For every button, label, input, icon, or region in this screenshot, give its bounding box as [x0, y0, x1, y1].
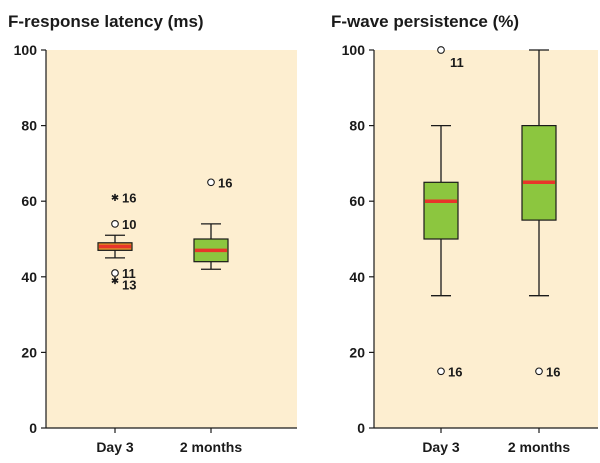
y-tick-label: 0: [29, 420, 37, 436]
outlier-star-marker: [111, 193, 119, 202]
y-tick-label: 60: [349, 193, 365, 209]
outlier-label: 11: [122, 266, 136, 281]
outlier-circle-marker: [111, 269, 119, 277]
interquartile-box: [521, 124, 557, 221]
y-tick-label: 60: [21, 193, 37, 209]
outlier-circle-marker: [207, 178, 215, 187]
y-tick-label: 20: [349, 344, 365, 360]
latency-panel: F-response latency (ms) 0 20 40 60 80 100 Day …: [8, 12, 297, 455]
box-2-months: 16: [193, 175, 232, 270]
outlier-label: 10: [122, 217, 136, 232]
outlier-label: 13: [122, 278, 136, 293]
box-2-months: 16: [521, 49, 560, 379]
outlier-circle-marker: [437, 46, 445, 54]
y-tick-label: 20: [21, 344, 37, 360]
y-tick-label: 100: [14, 42, 38, 58]
outlier-label: 16: [122, 190, 136, 205]
outlier-label: 11: [450, 55, 464, 70]
y-tick-label: 80: [21, 118, 37, 134]
box-day-3: 11 16: [423, 46, 464, 379]
outlier-label: 16: [448, 364, 462, 379]
persistence-chart-title: F-wave persistence (%): [331, 12, 519, 31]
outlier-label: 16: [546, 364, 560, 379]
outlier-label: 16: [218, 175, 232, 190]
plot-area: [46, 50, 297, 428]
y-tick-label: 40: [21, 269, 37, 285]
outlier-circle-marker: [111, 220, 119, 228]
x-category-label: Day 3: [96, 439, 134, 455]
y-tick-label: 80: [349, 118, 365, 134]
x-category-label: 2 months: [180, 439, 242, 455]
plot-area: [374, 50, 598, 428]
outlier-circle-marker: [535, 367, 543, 376]
y-tick-label: 40: [349, 269, 365, 285]
x-category-label: 2 months: [508, 439, 570, 455]
interquartile-box: [423, 181, 459, 240]
outlier-circle-marker: [437, 367, 445, 376]
outlier-star-marker: [111, 276, 119, 285]
persistence-panel: F-wave persistence (%) 0 20 40 60 80 100 Day 3…: [331, 12, 598, 455]
latency-chart-title: F-response latency (ms): [8, 12, 204, 31]
y-tick-label: 100: [342, 42, 366, 58]
y-tick-label: 0: [357, 420, 365, 436]
x-category-label: Day 3: [422, 439, 460, 455]
